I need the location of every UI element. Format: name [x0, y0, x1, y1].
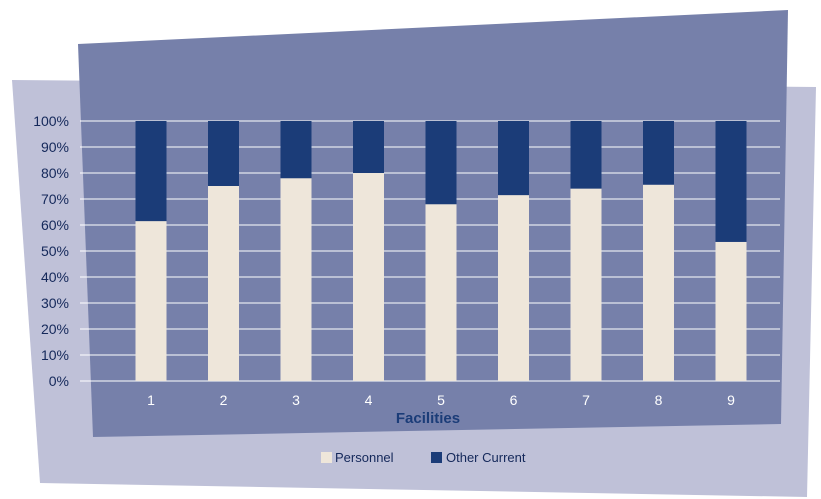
bar-personnel [353, 173, 384, 381]
x-axis-tick-labels: 1 2 3 4 5 6 7 8 9 [147, 392, 735, 408]
x-tick-label: 7 [582, 392, 590, 408]
x-tick-label: 5 [437, 392, 445, 408]
bar-personnel [715, 241, 747, 381]
x-tick-label: 6 [510, 392, 518, 408]
y-tick-label: 0% [49, 373, 69, 389]
x-tick-label: 9 [727, 392, 735, 408]
bar-other-current [715, 121, 747, 242]
bar-personnel [280, 178, 312, 381]
y-tick-label: 40% [41, 269, 69, 285]
bar-other-current [425, 121, 457, 205]
bar-personnel [135, 221, 167, 381]
bar-other-current [353, 121, 384, 173]
bar-personnel [208, 186, 239, 381]
bar-other-current [280, 121, 312, 179]
y-tick-label: 20% [41, 321, 69, 337]
bar-personnel [643, 184, 674, 381]
legend-swatch-personnel [321, 452, 332, 463]
legend-label-personnel: Personnel [335, 450, 394, 465]
bar-other-current [643, 121, 674, 185]
bar-other-current [498, 121, 529, 196]
y-tick-label: 10% [41, 347, 69, 363]
y-tick-label: 100% [33, 113, 69, 129]
x-tick-label: 1 [147, 392, 155, 408]
x-tick-label: 4 [365, 392, 373, 408]
bar-personnel [498, 195, 529, 381]
y-tick-label: 30% [41, 295, 69, 311]
bar-personnel [425, 204, 457, 381]
bar-other-current [135, 121, 167, 222]
legend-swatch-other-current [431, 452, 442, 463]
x-axis-title: Facilities [396, 410, 460, 427]
legend: Personnel Other Current [321, 450, 526, 465]
y-tick-label: 70% [41, 191, 69, 207]
y-tick-label: 50% [41, 243, 69, 259]
bar-personnel [570, 188, 602, 381]
x-tick-label: 8 [655, 392, 663, 408]
bars [135, 121, 747, 381]
y-tick-label: 80% [41, 165, 69, 181]
y-axis-tick-labels: 0% 10% 20% 30% 40% 50% 60% 70% 80% 90% 100% [33, 113, 69, 389]
x-tick-label: 2 [220, 392, 228, 408]
bar-other-current [570, 121, 602, 189]
legend-label-other-current: Other Current [446, 450, 526, 465]
bar-other-current [208, 121, 239, 186]
y-tick-label: 60% [41, 217, 69, 233]
x-tick-label: 3 [292, 392, 300, 408]
y-tick-label: 90% [41, 139, 69, 155]
